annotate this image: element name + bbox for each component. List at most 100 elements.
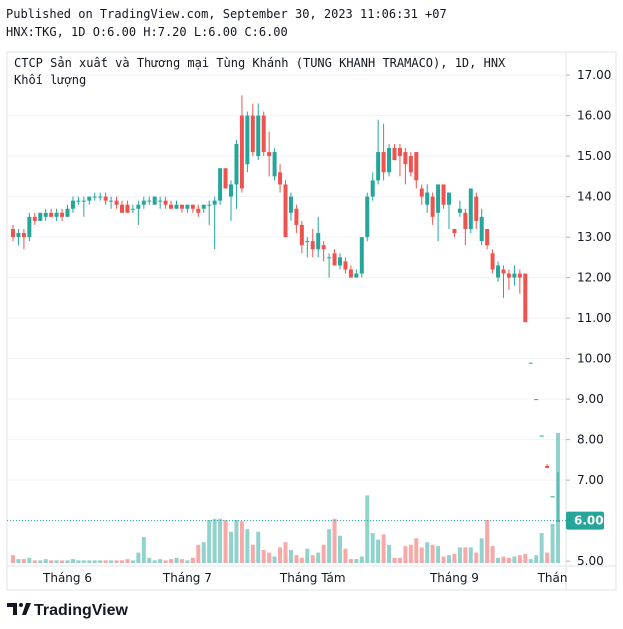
volume-bar <box>70 559 75 563</box>
volume-bar <box>163 560 168 563</box>
candle-body <box>556 520 560 522</box>
y-tick-label: 11.00 <box>577 311 611 325</box>
candle-body <box>190 204 195 209</box>
volume-bar <box>517 555 522 563</box>
candle-body <box>147 200 152 202</box>
candle-body <box>109 200 114 202</box>
candle-body <box>60 212 65 217</box>
volume-bar <box>114 560 119 563</box>
candle-body <box>169 204 174 209</box>
candle-body <box>316 233 321 250</box>
candle-body <box>174 204 179 209</box>
volume-bar <box>43 559 48 563</box>
candle-body <box>408 156 413 173</box>
candle-body <box>441 184 446 205</box>
candle-body <box>376 152 381 181</box>
candle-body <box>103 196 108 201</box>
y-tick-label: 9.00 <box>577 392 604 406</box>
candle-body <box>250 115 255 153</box>
volume-bar <box>130 560 135 563</box>
volume-bar <box>218 518 223 563</box>
candle-body <box>43 212 48 217</box>
chart-title: CTCP Sản xuất và Thương mại Tùng Khánh (… <box>14 56 506 70</box>
candle-body <box>436 184 441 213</box>
candle-body <box>141 200 146 205</box>
volume-bar <box>179 559 184 563</box>
candle-body <box>114 200 119 205</box>
volume-bar <box>539 533 544 563</box>
candle-body <box>354 273 359 278</box>
volume-bar <box>54 560 59 563</box>
candle-body <box>392 147 397 161</box>
volume-bar <box>87 560 92 563</box>
candle-body <box>136 204 141 209</box>
candle-body <box>125 204 130 213</box>
candle-body <box>414 152 419 181</box>
candle-body <box>479 216 484 242</box>
candle-body <box>278 172 283 185</box>
volume-bar <box>141 537 146 563</box>
volume-bar <box>98 560 103 563</box>
published-note: Published on TradingView.com, September … <box>6 7 447 21</box>
volume-bar <box>403 546 408 563</box>
ohlc-summary: HNX:TKG, 1D O:6.00 H:7.20 L:6.00 C:6.00 <box>6 25 288 39</box>
candle-body <box>512 273 517 278</box>
volume-bar <box>425 542 430 563</box>
volume-bar <box>343 548 348 563</box>
candle-body <box>11 229 15 238</box>
volume-bar <box>267 552 272 563</box>
volume-bar <box>196 544 201 563</box>
candle-body <box>327 257 332 259</box>
y-tick-label: 17.00 <box>577 68 611 82</box>
candle-body <box>65 208 70 217</box>
volume-bar <box>387 544 392 563</box>
candle-body <box>501 269 506 274</box>
candle-body <box>92 196 97 198</box>
volume-bar <box>278 547 283 563</box>
volume-bar <box>392 557 397 563</box>
volume-bar <box>185 560 190 563</box>
candle-body <box>76 200 81 202</box>
candle-body <box>207 204 212 206</box>
volume-bar <box>316 552 321 563</box>
candle-body <box>261 115 266 153</box>
candle-body <box>152 196 157 205</box>
volume-bar <box>212 518 217 563</box>
candle-body <box>223 168 228 189</box>
volume-bar <box>457 547 462 563</box>
candle-body <box>381 152 386 173</box>
y-tick-label: 14.00 <box>577 190 611 204</box>
volume-bar <box>256 531 261 563</box>
candle-body <box>425 192 430 205</box>
volume-bar <box>441 556 446 563</box>
volume-bar <box>294 555 299 563</box>
volume-bar <box>452 553 457 563</box>
volume-bar <box>370 533 375 563</box>
volume-bar <box>501 556 506 563</box>
candle-body <box>81 200 86 202</box>
volume-bar <box>81 560 86 563</box>
candle-body <box>403 152 408 165</box>
volume-bar <box>381 534 386 563</box>
volume-bar <box>430 544 435 563</box>
candle-body <box>528 362 533 364</box>
candle-body <box>120 204 124 213</box>
volume-bar <box>512 556 517 563</box>
volume-bar <box>299 557 304 563</box>
volume-bar <box>496 557 501 563</box>
volume-bar <box>125 559 130 563</box>
candle-body <box>272 152 277 177</box>
y-tick-label: 15.00 <box>577 149 611 163</box>
volume-bar <box>136 552 141 563</box>
chart-frame <box>6 51 617 591</box>
x-tick-label: Tháng Tám <box>279 571 346 585</box>
candle-body <box>523 273 528 323</box>
volume-bar <box>223 520 228 563</box>
volume-label: Khối lượng <box>14 73 86 87</box>
y-tick-label: 16.00 <box>577 109 611 123</box>
candle-body <box>419 188 424 197</box>
volume-bar <box>49 560 54 563</box>
brand-name: TradingView <box>34 602 129 619</box>
last-price-label: 6.00 <box>574 514 604 528</box>
